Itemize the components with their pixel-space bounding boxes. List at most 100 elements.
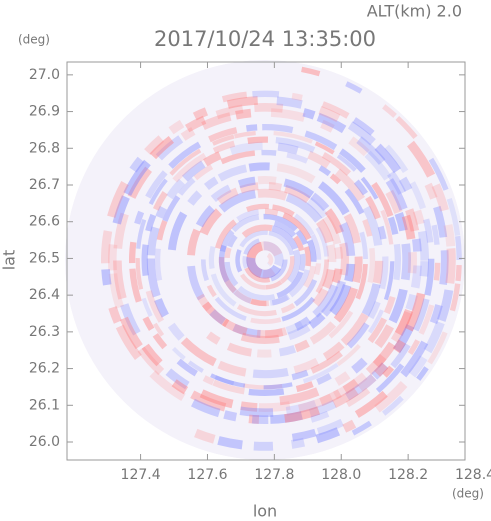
texture-arc bbox=[248, 388, 285, 396]
texture-arc bbox=[371, 182, 394, 218]
texture-arc bbox=[316, 418, 344, 436]
texture-arc bbox=[315, 218, 334, 244]
texture-arc bbox=[336, 344, 361, 367]
texture-arc bbox=[209, 309, 226, 325]
y-tick-label: 26.2 bbox=[29, 361, 60, 377]
texture-arc bbox=[298, 253, 306, 272]
texture-arc bbox=[343, 213, 361, 244]
texture-arc bbox=[239, 406, 274, 418]
texture-arc bbox=[429, 304, 443, 325]
texture-arc bbox=[423, 218, 434, 243]
texture-arc bbox=[273, 130, 313, 144]
texture-arc bbox=[431, 224, 440, 245]
texture-arc bbox=[101, 269, 112, 286]
texture-arc bbox=[339, 222, 356, 257]
texture-arc bbox=[316, 112, 347, 134]
texture-arc bbox=[316, 372, 332, 385]
texture-arc bbox=[382, 395, 404, 416]
texture-arc bbox=[378, 256, 389, 290]
texture-arc bbox=[408, 355, 428, 378]
texture-arc bbox=[141, 343, 163, 367]
texture-arc bbox=[240, 273, 266, 290]
texture-arc bbox=[374, 362, 389, 377]
texture-arc bbox=[191, 398, 221, 418]
texture-arc bbox=[264, 208, 279, 216]
texture-arc bbox=[329, 173, 342, 185]
texture-arc bbox=[263, 382, 293, 390]
texture-arc bbox=[283, 184, 311, 204]
texture-arc bbox=[193, 164, 214, 181]
texture-arc bbox=[276, 96, 303, 109]
texture-arc bbox=[437, 289, 454, 322]
texture-arc bbox=[134, 210, 145, 225]
texture-arc bbox=[287, 249, 301, 284]
texture-arc bbox=[419, 261, 430, 277]
texture-arc bbox=[372, 341, 397, 368]
texture-arc bbox=[218, 256, 237, 294]
texture-arc bbox=[418, 304, 435, 335]
texture-arc bbox=[433, 262, 441, 281]
texture-arc bbox=[278, 344, 297, 357]
texture-arc bbox=[388, 288, 408, 324]
texture-arc bbox=[187, 228, 201, 256]
texture-arc bbox=[148, 178, 168, 206]
texture-arc bbox=[168, 119, 185, 135]
texture-arc bbox=[108, 306, 122, 324]
texture-arc bbox=[202, 375, 215, 386]
texture-arc bbox=[308, 399, 337, 418]
texture-arc bbox=[353, 179, 369, 196]
texture-arc bbox=[219, 229, 235, 253]
texture-arc bbox=[181, 160, 206, 182]
texture-arc bbox=[246, 203, 270, 213]
texture-arc bbox=[286, 152, 309, 164]
texture-arc bbox=[248, 414, 260, 424]
texture-arc bbox=[446, 197, 461, 236]
texture-arc bbox=[229, 141, 263, 155]
texture-arc bbox=[108, 273, 124, 309]
texture-arc bbox=[387, 216, 399, 235]
texture-arc bbox=[146, 226, 160, 256]
y-tick-label: 26.3 bbox=[29, 324, 60, 340]
texture-arc bbox=[324, 208, 344, 235]
texture-arc bbox=[218, 244, 230, 283]
texture-arc bbox=[248, 162, 270, 172]
texture-arc bbox=[190, 390, 227, 412]
texture-arc bbox=[393, 243, 401, 281]
texture-arc bbox=[334, 168, 366, 202]
texture-arc bbox=[392, 339, 406, 354]
texture-arc bbox=[433, 205, 448, 238]
texture-arc bbox=[385, 189, 403, 214]
texture-arc bbox=[212, 379, 245, 395]
texture-arc bbox=[362, 218, 373, 237]
texture-arc bbox=[273, 220, 297, 238]
texture-arc bbox=[250, 317, 282, 324]
y-tick-label: 26.0 bbox=[29, 434, 60, 450]
texture-arc bbox=[416, 366, 429, 381]
texture-arc bbox=[270, 259, 288, 282]
texture-arc bbox=[344, 263, 356, 283]
texture-arc bbox=[336, 154, 357, 172]
texture-arc bbox=[310, 350, 343, 374]
texture-arc bbox=[287, 323, 311, 341]
texture-arc bbox=[236, 304, 277, 317]
texture-arc bbox=[137, 346, 165, 376]
texture-arc bbox=[424, 182, 438, 200]
texture-arc bbox=[226, 96, 258, 109]
texture-arc bbox=[394, 212, 408, 232]
texture-arc bbox=[342, 378, 360, 394]
texture-arc bbox=[315, 427, 341, 444]
texture-arc bbox=[443, 224, 456, 247]
texture-arc bbox=[325, 244, 337, 263]
texture-arc bbox=[367, 317, 387, 344]
texture-arc bbox=[322, 268, 336, 290]
texture-arc bbox=[271, 225, 299, 250]
texture-arc bbox=[372, 260, 384, 284]
texture-arc bbox=[320, 119, 335, 133]
y-unit: (deg) bbox=[18, 33, 50, 47]
texture-arc bbox=[246, 256, 282, 279]
texture-arc bbox=[123, 159, 151, 197]
texture-arc bbox=[367, 247, 376, 284]
texture-arc bbox=[227, 234, 238, 248]
texture-arc bbox=[217, 360, 247, 377]
texture-arc bbox=[171, 346, 186, 361]
